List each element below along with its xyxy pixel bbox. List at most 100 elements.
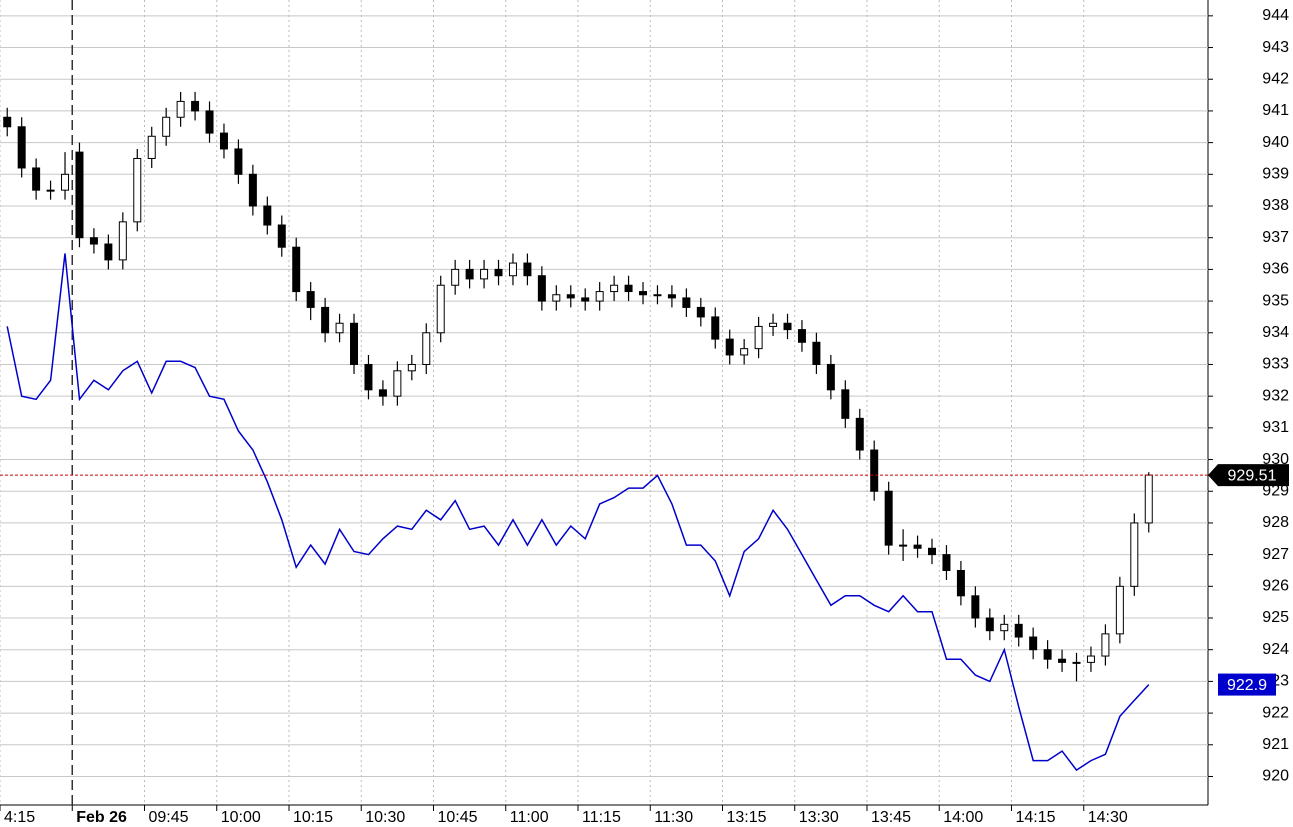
- candle-body: [393, 370, 402, 397]
- last-price-tag: [1208, 464, 1289, 487]
- candle-body: [956, 569, 965, 597]
- candle-body: [451, 268, 460, 286]
- y-tick-label: 944: [1262, 7, 1289, 24]
- candle-body: [277, 224, 286, 248]
- candle-body: [1101, 633, 1110, 657]
- x-tick-label: 13:30: [799, 809, 839, 826]
- overlay-line: [6, 253, 1150, 772]
- candle-body: [653, 294, 662, 297]
- candle-body: [1086, 655, 1095, 663]
- line-value-label: 922.9: [1227, 677, 1267, 694]
- candle-body: [985, 617, 994, 632]
- candle-body: [1029, 636, 1038, 651]
- candle-body: [566, 294, 575, 299]
- candle-body: [595, 291, 604, 302]
- x-tick-label: 11:15: [582, 809, 621, 826]
- candle-body: [928, 547, 937, 556]
- y-tick-label: 934: [1262, 324, 1289, 341]
- x-tick-label: 10:45: [437, 809, 477, 826]
- candle-body: [17, 126, 26, 169]
- candle-body: [1000, 623, 1009, 632]
- y-tick-label: 942: [1262, 70, 1289, 87]
- y-tick-label: 941: [1262, 102, 1289, 119]
- x-tick-label: 10:30: [365, 809, 405, 826]
- candle-body: [248, 173, 257, 207]
- candle-body: [147, 135, 156, 159]
- y-tick-label: 922: [1262, 704, 1289, 721]
- candle-body: [306, 291, 315, 308]
- candle-body: [1043, 649, 1052, 660]
- y-tick-label: 920: [1262, 768, 1289, 785]
- y-tick-label: 938: [1262, 197, 1289, 214]
- candle-body: [176, 100, 185, 118]
- candle-body: [234, 148, 243, 175]
- candle-body: [350, 322, 359, 365]
- candle-body: [508, 262, 517, 277]
- candle-body: [321, 306, 330, 334]
- x-tick-label: 4:15: [4, 809, 35, 826]
- plot-area: [0, 0, 1208, 805]
- candle-body: [667, 294, 676, 299]
- candle-body: [696, 306, 705, 318]
- y-tick-label: 933: [1262, 356, 1289, 373]
- y-tick-label: 930: [1262, 451, 1289, 468]
- candle-body: [754, 325, 763, 350]
- line-value-tag: [1218, 673, 1276, 696]
- x-tick-label: 10:00: [221, 809, 261, 826]
- candle-body: [537, 275, 546, 302]
- candle-body: [133, 157, 142, 223]
- candle-body: [942, 554, 951, 571]
- candle-body: [1014, 623, 1023, 638]
- candle-body: [480, 268, 489, 280]
- candle-body: [292, 246, 301, 293]
- candle-body: [32, 167, 41, 191]
- candle-body: [855, 417, 864, 451]
- candle-body: [75, 151, 84, 239]
- candle-body: [797, 329, 806, 343]
- y-tick-label: 937: [1262, 229, 1289, 246]
- candle-body: [610, 284, 619, 293]
- last-price-label: 929.51: [1228, 467, 1277, 484]
- y-tick-label: 940: [1262, 134, 1289, 151]
- x-tick-label: 11:30: [654, 809, 693, 826]
- candle-body: [104, 243, 113, 261]
- candle-body: [812, 341, 821, 365]
- y-tick-label: 943: [1262, 39, 1289, 56]
- candle-body: [1072, 661, 1081, 664]
- candle-body: [162, 116, 171, 137]
- candle-body: [1058, 658, 1067, 663]
- candle-body: [870, 449, 879, 492]
- candle-body: [378, 389, 387, 397]
- x-tick-label: 14:00: [943, 809, 983, 826]
- y-tick-label: 928: [1262, 514, 1289, 531]
- candle-body: [1144, 474, 1153, 524]
- candle-body: [263, 205, 272, 226]
- candle-body: [436, 284, 445, 334]
- candle-body: [1115, 585, 1124, 635]
- candle-body: [884, 490, 893, 546]
- x-tick-label: 13:15: [726, 809, 766, 826]
- candle-body: [89, 237, 98, 245]
- candle-body: [841, 389, 850, 419]
- y-tick-label: 925: [1262, 609, 1289, 626]
- candle-body: [740, 348, 749, 356]
- y-tick-label: 929: [1262, 482, 1289, 499]
- y-tick-label: 935: [1262, 292, 1289, 309]
- candle-body: [3, 116, 12, 128]
- y-tick-label: 926: [1262, 578, 1289, 595]
- candle-body: [118, 221, 127, 261]
- candle-body: [465, 268, 474, 280]
- candle-body: [364, 363, 373, 391]
- candle-body: [46, 189, 55, 192]
- y-tick-label: 936: [1262, 261, 1289, 278]
- y-tick-label: 924: [1262, 641, 1289, 658]
- candle-body: [1130, 522, 1139, 587]
- y-tick-label: 921: [1262, 736, 1289, 753]
- x-tick-label: 09:45: [148, 809, 188, 826]
- y-tick-label: 932: [1262, 387, 1289, 404]
- candle-body: [335, 322, 344, 334]
- candle-body: [913, 544, 922, 549]
- candle-body: [422, 332, 431, 365]
